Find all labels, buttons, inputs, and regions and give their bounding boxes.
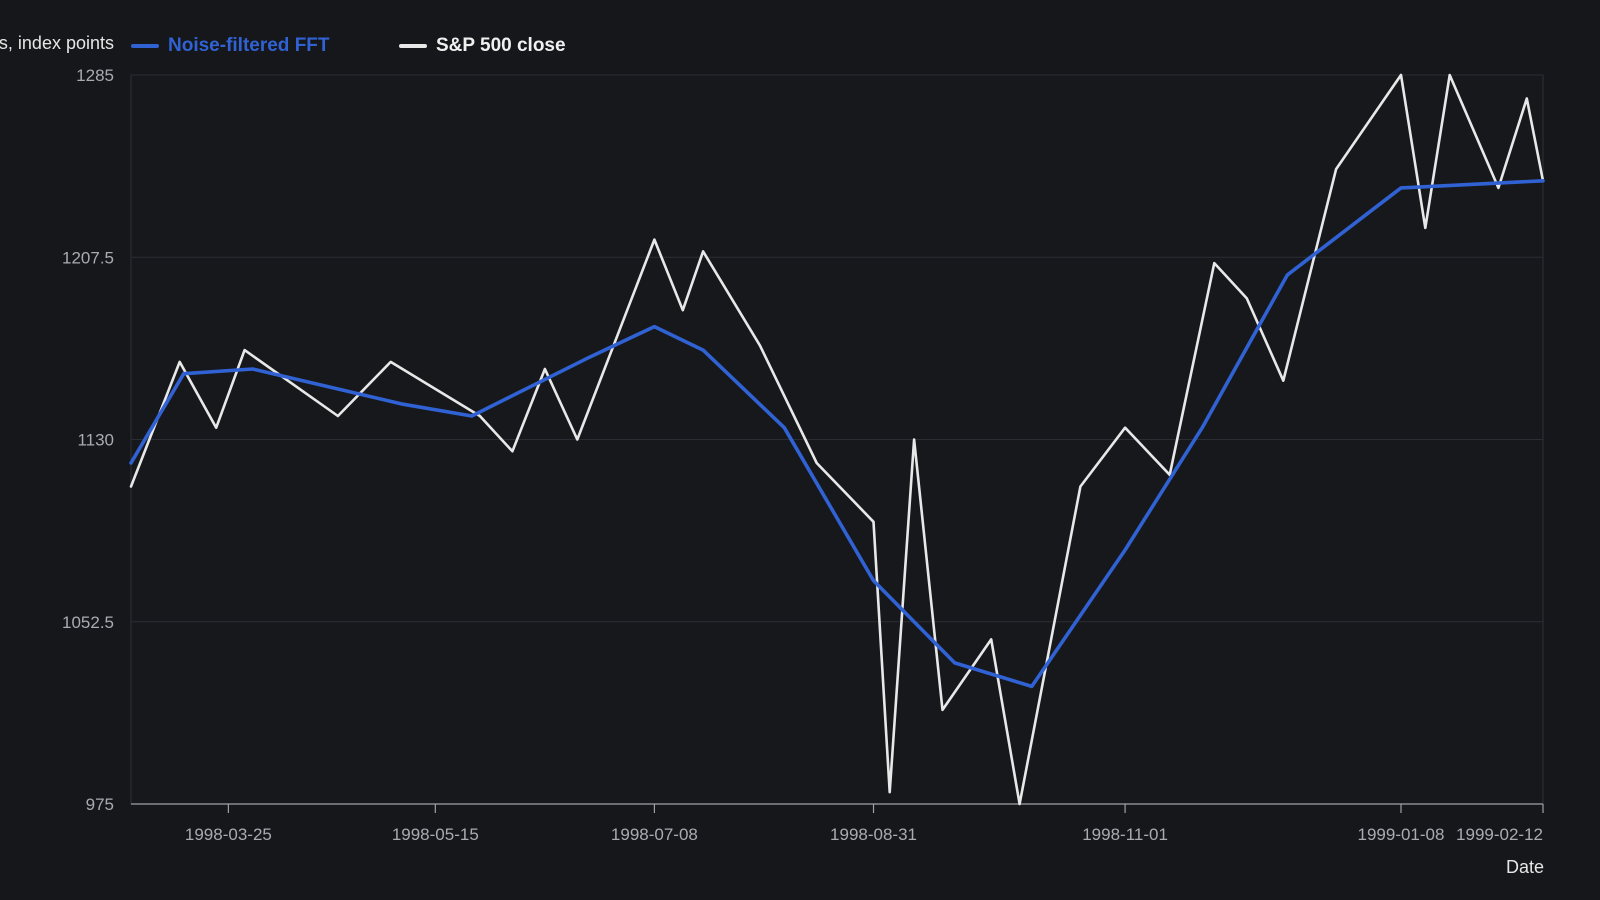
legend-label-sp500: S&P 500 close <box>436 35 566 56</box>
y-tick-label: 1207.5 <box>62 248 114 267</box>
y-tick-label: 1052.5 <box>62 613 114 632</box>
series-line-fft <box>129 179 1545 689</box>
x-tick-label: 1998-07-08 <box>611 825 698 844</box>
legend-item-fft[interactable]: Noise-filtered FFT <box>131 34 330 58</box>
y-tick-label: 975 <box>86 795 114 814</box>
y-axis-ticks: 975 1052.5 1130 1207.5 1285 <box>62 66 114 814</box>
y-tick-label: 1285 <box>76 66 114 85</box>
y-axis-label: s, index points <box>0 33 114 53</box>
x-tick-label: 1999-01-08 <box>1358 825 1445 844</box>
y-tick-label: 1130 <box>77 431 114 450</box>
x-tick-label: 1998-05-15 <box>392 825 479 844</box>
legend-item-sp500[interactable]: S&P 500 close <box>399 34 566 58</box>
legend-label-fft: Noise-filtered FFT <box>168 35 330 56</box>
legend-swatch-fft <box>131 44 159 48</box>
x-tick-label: 1998-11-01 <box>1082 825 1168 844</box>
legend-swatch-sp500 <box>399 44 427 48</box>
x-axis-ticks: 1998-03-25 1998-05-15 1998-07-08 1998-08-31… <box>185 804 1544 844</box>
series-line-sp500 <box>129 73 1545 806</box>
x-axis-label: Date <box>1505 857 1544 877</box>
x-tick-label: 1998-08-31 <box>830 825 917 844</box>
series-lines <box>129 73 1545 806</box>
x-tick-label: 1998-03-25 <box>185 825 272 844</box>
x-tick-label: 1999-02-12 <box>1456 825 1543 844</box>
